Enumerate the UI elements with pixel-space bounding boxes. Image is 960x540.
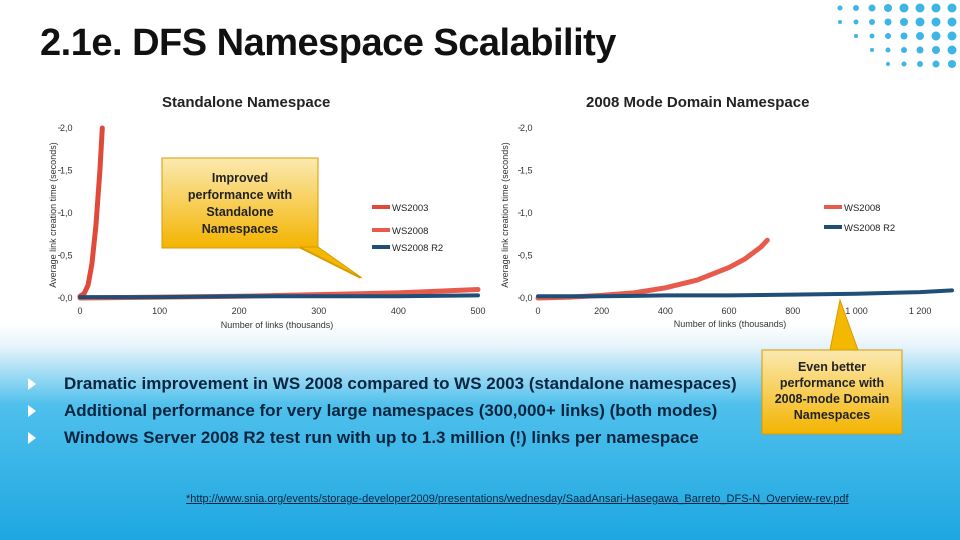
decorative-dot — [931, 3, 941, 13]
domain-x-tick-label: 0 — [535, 306, 540, 316]
decorative-dot — [947, 17, 957, 27]
standalone-x-tick-label: 0 — [77, 306, 82, 316]
domain-series-ws2008-r2 — [536, 288, 954, 299]
bullet-text: Dramatic improvement in WS 2008 compared… — [64, 374, 737, 393]
decorative-dot — [853, 5, 859, 11]
decorative-dot — [869, 33, 875, 39]
decorative-dot — [884, 18, 892, 26]
standalone-y-tick-label: 0,5 — [60, 251, 73, 261]
bullet-text: Windows Server 2008 R2 test run with up … — [64, 428, 699, 447]
domain-y-tick-label: 2,0 — [520, 123, 533, 133]
decorative-dot — [899, 3, 909, 13]
decorative-dots — [837, 3, 957, 68]
standalone-y-tick-label: 2,0 — [60, 123, 73, 133]
decorative-dot — [869, 19, 875, 25]
chart-title-domain: 2008 Mode Domain Namespace — [586, 94, 810, 111]
domain-y-tick-label: 1,5 — [520, 166, 533, 176]
decorative-dot — [931, 31, 941, 41]
standalone-y-tick-label: 1,0 — [60, 208, 73, 218]
decorative-dot — [853, 19, 859, 25]
decorative-dot — [915, 3, 925, 13]
callout-standalone-line-2: performance with — [188, 188, 292, 202]
standalone-series-ws2003 — [77, 125, 105, 299]
callout-domain-line-3: 2008-mode Domain — [775, 392, 890, 406]
decorative-dot — [885, 33, 891, 39]
decorative-dot — [837, 5, 843, 11]
standalone-chart: Average link creation time (seconds) Num… — [48, 123, 486, 330]
decorative-dot — [915, 17, 925, 27]
decorative-dot — [931, 17, 941, 27]
legend-domain-ws2008r2: WS2008 R2 — [844, 223, 895, 234]
domain-y-tick-label: 0,5 — [520, 251, 533, 261]
decorative-dot — [947, 3, 957, 13]
decorative-dot — [900, 18, 908, 26]
legend-swatch-ws2003 — [372, 205, 390, 209]
decorative-dot — [947, 31, 957, 41]
decorative-dot — [885, 47, 891, 53]
slide-title: 2.1e. DFS Namespace Scalability — [40, 22, 616, 64]
domain-y-axis-label: Average link creation time (seconds) — [500, 142, 510, 287]
domain-y-tick-label: 1,0 — [520, 208, 533, 218]
domain-x-tick-label: 1 200 — [909, 306, 932, 316]
decorative-dot — [838, 20, 842, 24]
bullet-text: Additional performance for very large na… — [64, 401, 718, 420]
decorative-dot — [870, 48, 874, 52]
decorative-dot — [901, 61, 907, 67]
standalone-y-axis-label: Average link creation time (seconds) — [48, 142, 58, 287]
decorative-dot — [854, 34, 858, 38]
domain-x-tick-label: 200 — [594, 306, 609, 316]
decorative-dot — [916, 32, 924, 40]
decorative-dot — [886, 62, 890, 66]
decorative-dot — [868, 4, 876, 12]
decorative-dot — [932, 46, 940, 54]
decorative-dot — [901, 47, 907, 53]
decorative-dot — [947, 45, 957, 55]
domain-x-tick-label: 800 — [785, 306, 800, 316]
domain-chart: Average link creation time (seconds) Num… — [500, 123, 954, 329]
standalone-x-tick-label: 100 — [152, 306, 167, 316]
standalone-series-ws2008-r2 — [78, 293, 480, 300]
decorative-dot — [884, 4, 892, 12]
domain-x-tick-label: 400 — [658, 306, 673, 316]
legend-ws2003: WS2003 — [392, 203, 428, 214]
chart-title-standalone: Standalone Namespace — [162, 94, 331, 111]
domain-x-tick-label: 1 000 — [845, 306, 868, 316]
legend-swatch-ws2008 — [372, 228, 390, 232]
callout-domain-line-2: performance with — [780, 376, 884, 390]
callout-standalone: Improved performance with Standalone Nam… — [161, 157, 363, 279]
standalone-x-tick-label: 400 — [391, 306, 406, 316]
legend-swatch-domain-ws2008r2 — [824, 225, 842, 229]
standalone-x-tick-label: 500 — [470, 306, 485, 316]
decorative-dot — [932, 60, 940, 68]
legend-swatch-domain-ws2008 — [824, 205, 842, 209]
bullet-arrow-icon — [28, 405, 36, 417]
callout-domain: Even better performance with 2008-mode D… — [761, 298, 903, 435]
callout-standalone-line-3: Standalone — [206, 205, 273, 219]
domain-x-tick-label: 600 — [722, 306, 737, 316]
standalone-x-axis-label: Number of links (thousands) — [221, 320, 334, 330]
callout-domain-line-4: Namespaces — [794, 408, 870, 422]
callout-standalone-line-4: Namespaces — [202, 222, 278, 236]
decorative-dot — [900, 32, 908, 40]
decorative-dot — [948, 60, 956, 68]
callout-domain-line-1: Even better — [798, 360, 866, 374]
callout-standalone-line-1: Improved — [212, 171, 268, 185]
standalone-y-tick-label: 0,0 — [60, 293, 73, 303]
decorative-dot — [916, 46, 924, 54]
bullet-arrow-icon — [28, 378, 36, 390]
domain-series-ws2008 — [535, 237, 770, 301]
bullet-arrow-icon — [28, 432, 36, 444]
domain-y-tick-label: 0,0 — [520, 293, 533, 303]
decorative-dot — [917, 61, 923, 67]
legend-domain-ws2008: WS2008 — [844, 203, 880, 214]
standalone-x-tick-label: 300 — [311, 306, 326, 316]
domain-x-axis-label: Number of links (thousands) — [674, 319, 787, 329]
legend-ws2008r2: WS2008 R2 — [392, 243, 443, 254]
legend-swatch-ws2008r2 — [372, 245, 390, 249]
standalone-y-tick-label: 1,5 — [60, 166, 73, 176]
source-link[interactable]: *http://www.snia.org/events/storage-deve… — [186, 493, 849, 505]
legend-ws2008: WS2008 — [392, 226, 428, 237]
standalone-x-tick-label: 200 — [232, 306, 247, 316]
